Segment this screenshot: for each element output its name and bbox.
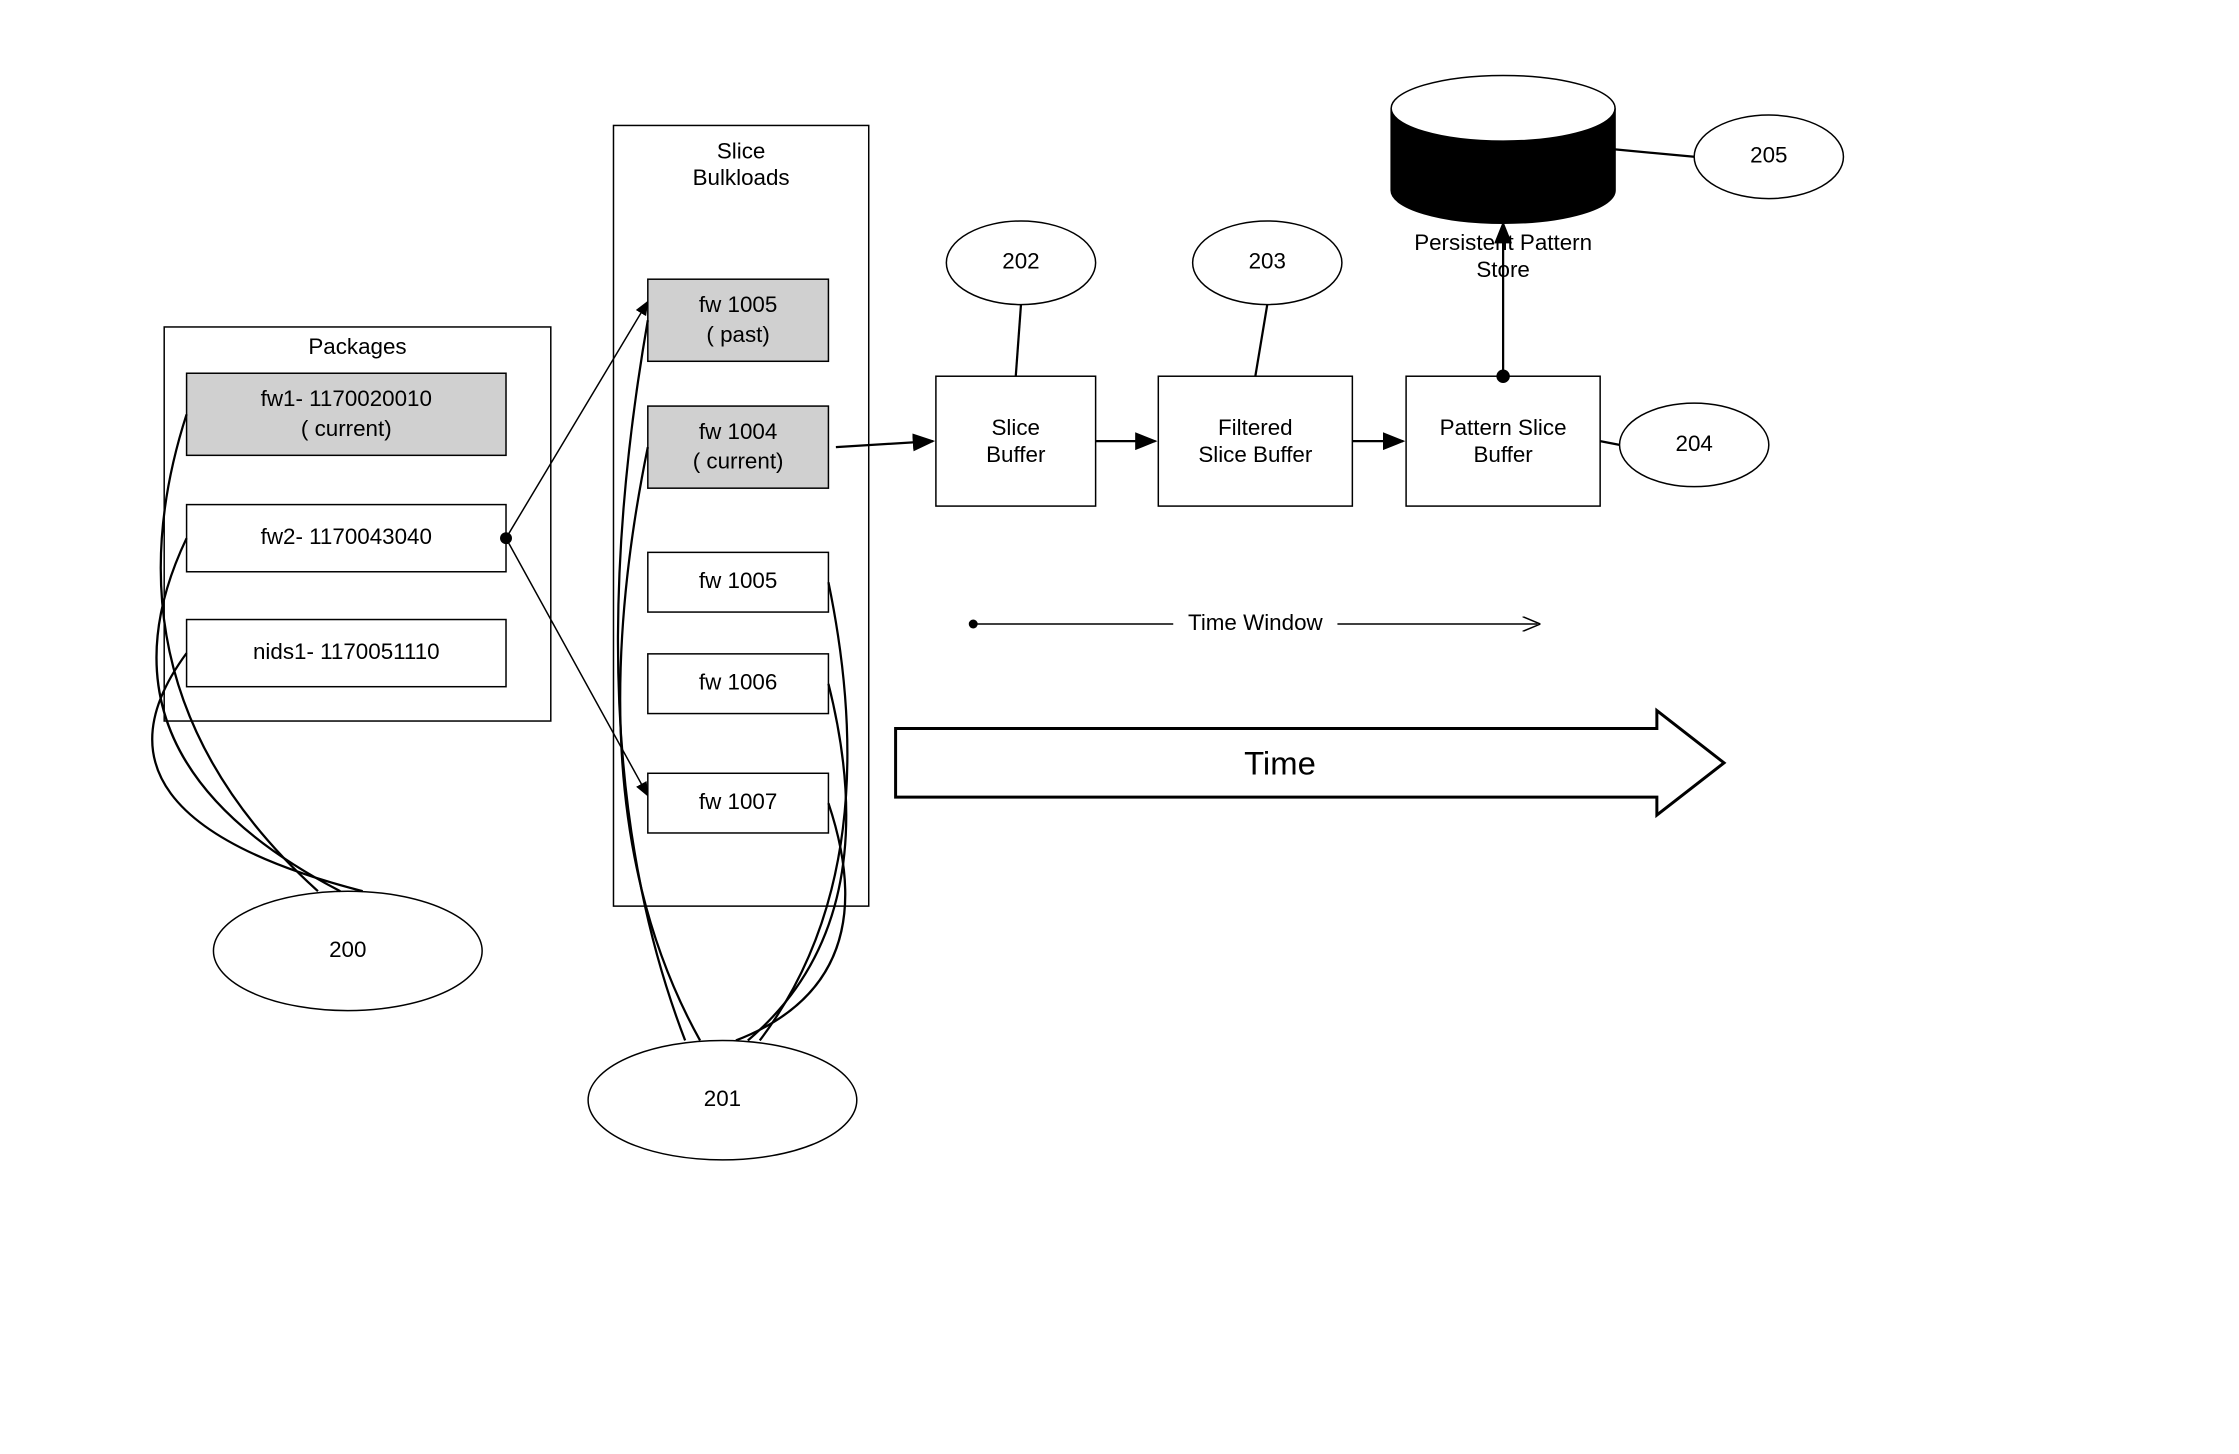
curve-connector (156, 538, 340, 891)
database-top (1391, 75, 1615, 141)
curve-connector (620, 447, 700, 1040)
diagram-canvas: Packages Slice Bulkloads fw1- 1170020010… (0, 0, 2239, 1454)
package-item-sublabel: ( current) (301, 416, 392, 441)
bulkload-item-label: fw 1005 (699, 568, 777, 593)
package-item-label: nids1- 1170051110 (253, 639, 440, 664)
bulkloads-title-2: Bulkloads (693, 165, 790, 190)
bulkload-item-label: fw 1007 (699, 789, 777, 814)
curve-connector (748, 684, 846, 1041)
line-connector (1600, 441, 1619, 445)
buffer-label: Pattern Slice (1440, 415, 1567, 440)
packages-title: Packages (308, 334, 406, 359)
arrow-connector (506, 302, 648, 539)
bulkload-item-label: fw 1005 (699, 292, 777, 317)
buffer-label: Buffer (1473, 442, 1533, 467)
bulkloads-title-1: Slice (717, 138, 765, 163)
bulkload-item-sublabel: ( current) (693, 449, 784, 474)
line-connector (1255, 305, 1267, 377)
buffer-label: Slice Buffer (1198, 442, 1313, 467)
line-connector (1615, 149, 1694, 156)
ref-label-text: 202 (1002, 249, 1039, 274)
buffer-label: Slice (992, 415, 1040, 440)
ref-label-text: 205 (1750, 143, 1787, 168)
time-window-label: Time Window (1188, 610, 1324, 635)
bulkload-item-label: fw 1004 (699, 419, 777, 444)
dynamic-layer: fw1- 1170020010 ( current) fw2- 1170043040… (152, 75, 1843, 1159)
bulkload-item-sublabel: ( past) (706, 322, 769, 347)
bulkload-item-label: fw 1006 (699, 670, 777, 695)
curve-connector (152, 653, 362, 891)
ref-label-text: 204 (1676, 431, 1713, 456)
buffer-label: Filtered (1218, 415, 1293, 440)
time-arrow-label: Time (1244, 744, 1316, 781)
line-connector (1016, 305, 1021, 377)
package-item-label: fw1- 1170020010 (261, 386, 432, 411)
ref-label-text: 201 (704, 1086, 741, 1111)
ref-label-text: 200 (329, 937, 366, 962)
buffer-label: Buffer (986, 442, 1046, 467)
package-item-label: fw2- 1170043040 (261, 524, 432, 549)
ref-label-text: 203 (1249, 249, 1286, 274)
arrow-connector (836, 441, 933, 447)
